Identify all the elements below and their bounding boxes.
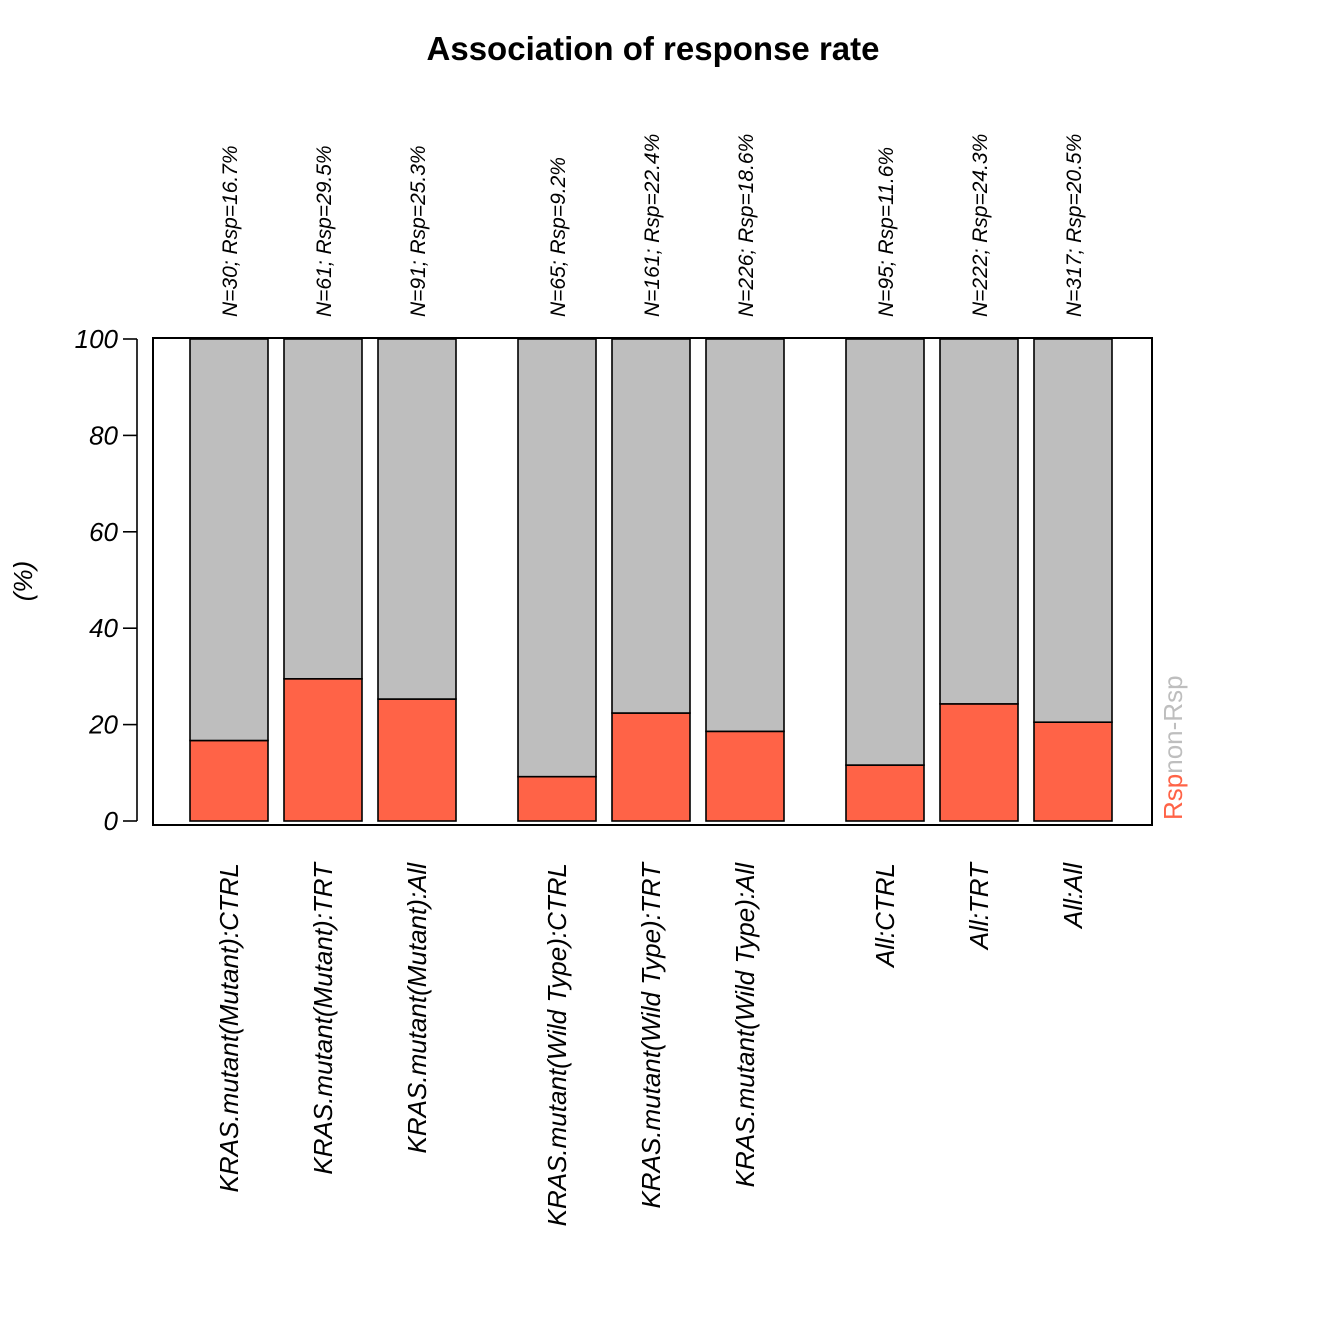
chart-title: Association of response rate (427, 30, 880, 67)
bar-rsp-1 (283, 678, 363, 822)
category-label: KRAS.mutant(Mutant):CTRL (214, 863, 244, 1192)
bar-rsp-3 (517, 775, 597, 822)
category-label: KRAS.mutant(Mutant):TRT (308, 861, 338, 1175)
category-label: All:TRT (964, 861, 994, 951)
bar-nonrsp-2 (377, 338, 457, 700)
bar-annotation: N=222; Rsp=24.3% (969, 134, 992, 317)
category-label: KRAS.mutant(Mutant):All (402, 862, 432, 1154)
bar-rsp-4 (611, 712, 691, 822)
category-labels: KRAS.mutant(Mutant):CTRL KRAS.mutant(Muta… (214, 861, 1088, 1226)
bar-annotations: N=30; Rsp=16.7% N=61; Rsp=29.5% N=91; Rsp=… (219, 134, 1086, 317)
legend-text: Rspnon-Rsp (1158, 675, 1188, 820)
y-tick-label: 40 (89, 613, 118, 643)
bar-rsp-5 (705, 730, 785, 822)
y-axis: 0 20 40 60 80 100 (75, 324, 138, 836)
bar-annotation: N=317; Rsp=20.5% (1063, 134, 1086, 317)
category-label: All:All (1058, 862, 1088, 930)
category-label: KRAS.mutant(Wild Type):TRT (636, 861, 666, 1209)
y-tick-label: 20 (88, 710, 118, 740)
bar-nonrsp-3 (517, 338, 597, 778)
bar-rsp-2 (377, 698, 457, 822)
bar-annotation: N=61; Rsp=29.5% (313, 145, 336, 317)
bar-nonrsp-8 (1033, 338, 1113, 723)
bar-annotation: N=95; Rsp=11.6% (875, 147, 898, 317)
legend-item-nonrsp: non-Rsp (1158, 675, 1188, 773)
bar-annotation: N=226; Rsp=18.6% (735, 134, 758, 317)
y-tick-label: 100 (75, 324, 119, 354)
category-label: KRAS.mutant(Wild Type):All (730, 862, 760, 1188)
bar-nonrsp-5 (705, 338, 785, 733)
bars-layer (189, 338, 1113, 822)
bar-nonrsp-7 (939, 338, 1019, 705)
bar-annotation: N=91; Rsp=25.3% (407, 145, 430, 317)
bar-rsp-6 (845, 764, 925, 822)
category-label: All:CTRL (870, 863, 900, 969)
bar-rsp-8 (1033, 721, 1113, 822)
category-label: KRAS.mutant(Wild Type):CTRL (542, 863, 572, 1226)
y-tick-label: 80 (89, 420, 118, 450)
bar-nonrsp-6 (845, 338, 925, 766)
bar-nonrsp-1 (283, 338, 363, 680)
bar-annotation: N=30; Rsp=16.7% (219, 145, 242, 317)
legend: Rspnon-Rsp (1158, 675, 1188, 820)
y-axis-label: (%) (8, 561, 38, 601)
bar-rsp-0 (189, 739, 269, 822)
bar-annotation: N=65; Rsp=9.2% (547, 157, 570, 317)
bar-nonrsp-4 (611, 338, 691, 714)
legend-item-rsp: Rsp (1158, 774, 1188, 820)
bar-nonrsp-0 (189, 338, 269, 742)
plot-frame (152, 337, 1153, 826)
y-tick-label: 0 (104, 806, 119, 836)
y-tick-label: 60 (89, 517, 118, 547)
bar-annotation: N=161; Rsp=22.4% (641, 134, 664, 317)
bar-rsp-7 (939, 703, 1019, 822)
